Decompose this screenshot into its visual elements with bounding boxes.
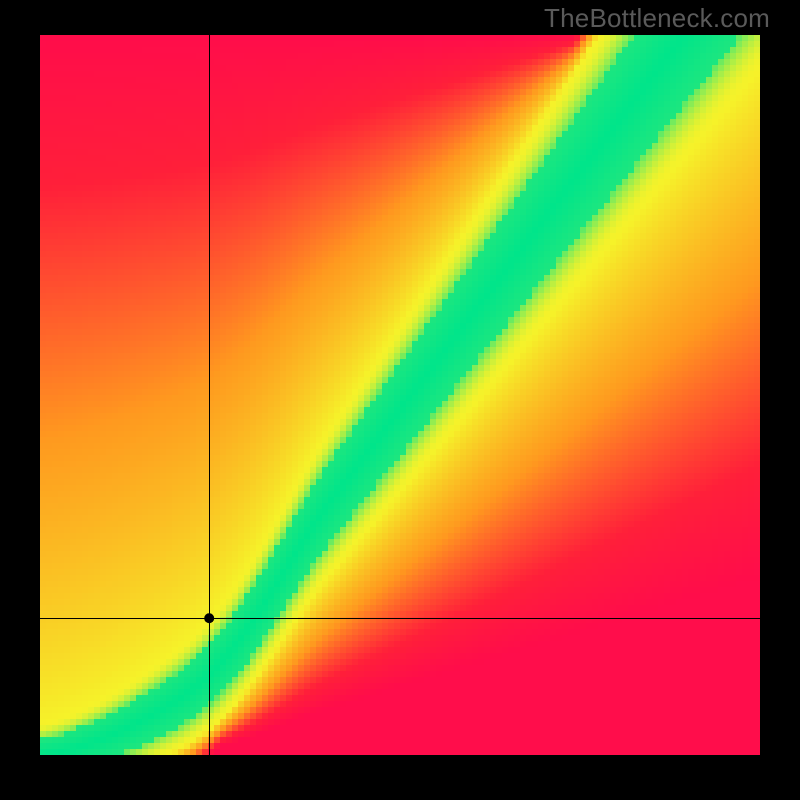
bottleneck-heatmap bbox=[40, 35, 760, 755]
watermark-text: TheBottleneck.com bbox=[544, 3, 770, 34]
chart-container: TheBottleneck.com bbox=[0, 0, 800, 800]
